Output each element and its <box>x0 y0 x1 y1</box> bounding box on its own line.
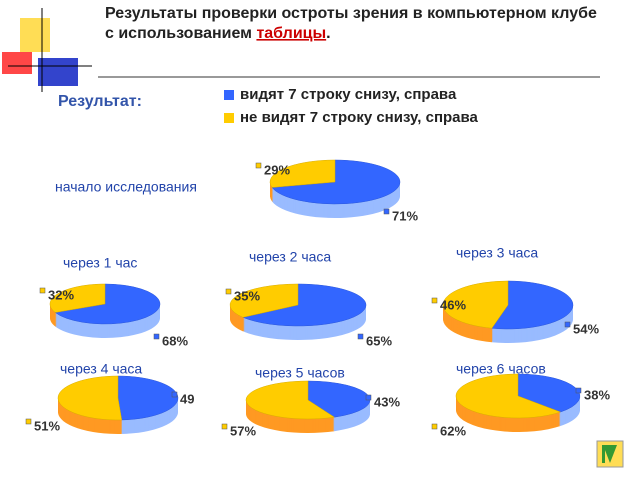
pie-slice <box>517 373 581 413</box>
pie-slice <box>269 159 336 188</box>
pie-slice <box>117 375 179 421</box>
pie-chart: через 1 час 68% 32% <box>39 255 188 348</box>
label-marker <box>255 162 262 169</box>
chart-title: начало исследования <box>55 179 197 195</box>
pie-slice <box>242 283 367 327</box>
pie-chart: через 5 часов 43% 57% <box>221 365 400 438</box>
legend-label: видят 7 строку снизу, справа <box>240 86 457 103</box>
data-label: 62% <box>440 423 466 438</box>
label-marker <box>383 208 390 215</box>
pie-chart: через 4 часа 49 51% <box>25 361 194 435</box>
chart-title: через 2 часа <box>249 249 331 265</box>
label-marker <box>564 321 571 328</box>
legend-swatch <box>224 113 234 123</box>
title-text: с использованием <box>105 25 256 42</box>
label-marker <box>39 287 46 294</box>
data-label: 71% <box>392 208 418 223</box>
result-label: Результат: <box>58 93 142 110</box>
chart-title: через 3 часа <box>456 245 538 261</box>
label-marker <box>365 394 372 401</box>
data-label: 57% <box>230 423 256 438</box>
title-link[interactable]: таблицы <box>256 25 326 42</box>
chart-title: через 5 часов <box>255 365 345 381</box>
nav-button[interactable] <box>596 440 624 468</box>
slide-title-line2: с использованием таблицы. <box>105 25 331 42</box>
pie-chart: через 3 часа 54% 46% <box>431 245 599 343</box>
label-marker <box>431 297 438 304</box>
label-marker <box>25 418 32 425</box>
data-label: 35% <box>234 288 260 303</box>
label-marker <box>153 333 160 340</box>
label-marker <box>431 423 438 430</box>
title-text: Результаты проверки остроты зрения в ком… <box>105 5 597 22</box>
label-marker <box>171 391 178 398</box>
chart-title: через 4 часа <box>60 361 142 377</box>
pie-chart: начало исследования 71% 29% <box>55 159 418 223</box>
legend-swatch <box>224 90 234 100</box>
pie-slice <box>245 380 336 420</box>
data-label: 49 <box>180 391 194 406</box>
data-label: 68% <box>162 333 188 348</box>
chart-title: через 6 часов <box>456 361 546 377</box>
data-label: 54% <box>573 321 599 336</box>
pie-slice <box>54 283 161 325</box>
pie-slice <box>442 280 509 329</box>
pie-slice <box>491 280 574 330</box>
label-marker <box>221 423 228 430</box>
label-marker <box>575 387 582 394</box>
legend-label: не видят 7 строку снизу, справа <box>240 109 479 126</box>
pie-slice <box>229 283 299 318</box>
title-end: . <box>326 25 330 42</box>
pie-slice <box>455 373 562 419</box>
pie-slice <box>49 283 106 313</box>
pie-chart: через 2 часа 65% 35% <box>225 249 392 348</box>
logo <box>2 8 600 92</box>
pie-slice <box>271 159 401 205</box>
label-marker <box>225 288 232 295</box>
pie-chart: через 6 часов 38% 62% <box>431 361 610 438</box>
label-marker <box>357 333 364 340</box>
data-label: 43% <box>374 394 400 409</box>
pie-slice <box>57 375 123 421</box>
data-label: 29% <box>264 162 290 177</box>
data-label: 46% <box>440 297 466 312</box>
data-label: 38% <box>584 387 610 402</box>
chart-title: через 1 час <box>63 255 137 271</box>
slide-title: Результаты проверки остроты зрения в ком… <box>105 5 597 22</box>
data-label: 32% <box>48 287 74 302</box>
data-label: 51% <box>34 418 60 433</box>
data-label: 65% <box>366 333 392 348</box>
